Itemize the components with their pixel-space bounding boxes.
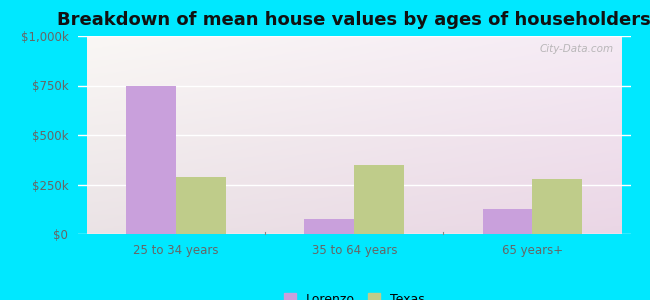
Bar: [532, 178, 582, 234]
Legend: Lorenzo, Texas: Lorenzo, Texas: [279, 288, 430, 300]
Bar: [176, 177, 226, 234]
Bar: [304, 219, 354, 234]
Bar: [126, 85, 176, 234]
Text: City-Data.com: City-Data.com: [540, 44, 614, 54]
Bar: [482, 209, 532, 234]
Title: Breakdown of mean house values by ages of householders: Breakdown of mean house values by ages o…: [57, 11, 650, 29]
Bar: [354, 165, 404, 234]
